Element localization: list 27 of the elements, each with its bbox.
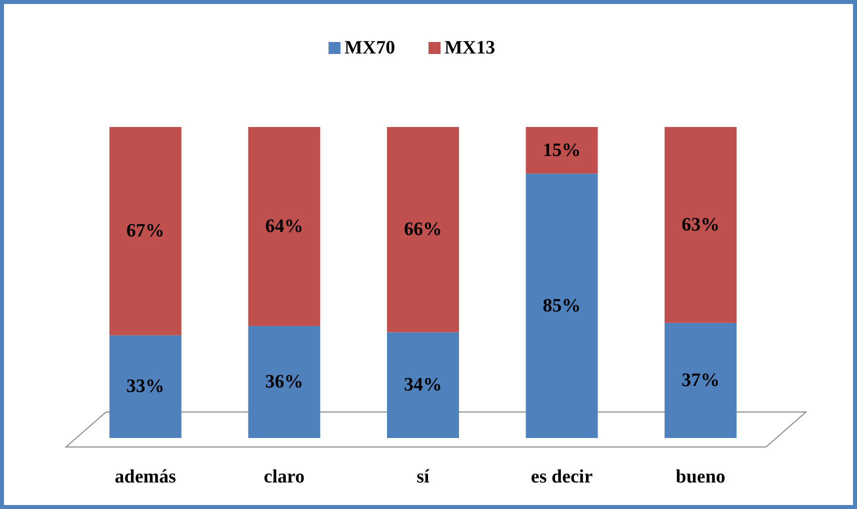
bar: [248, 127, 320, 326]
data-label: 34%: [404, 374, 442, 396]
bar: [248, 326, 320, 438]
data-label: 15%: [542, 140, 581, 161]
x-tick-label: bueno: [676, 466, 726, 488]
data-label: 66%: [404, 219, 442, 240]
data-label: 36%: [265, 372, 304, 393]
x-tick-label: además: [114, 466, 176, 488]
bar: [387, 127, 459, 332]
data-label: 64%: [265, 216, 304, 238]
x-tick-label: sí: [416, 466, 430, 488]
bar: [664, 322, 737, 438]
bar: [526, 127, 598, 174]
data-label: 67%: [126, 220, 164, 242]
data-label: 37%: [682, 370, 720, 391]
data-label: 33%: [126, 376, 164, 398]
data-label: 63%: [682, 214, 720, 236]
x-tick-label: es decir: [530, 466, 594, 488]
data-label: 85%: [542, 295, 581, 316]
bar: [109, 127, 182, 336]
legend-label: MX70: [344, 38, 396, 58]
bar: [387, 332, 459, 438]
legend-label: MX13: [444, 38, 496, 58]
bar: [526, 174, 598, 438]
bar: [109, 335, 182, 438]
x-tick-label: claro: [264, 466, 305, 488]
bar: [664, 127, 737, 323]
